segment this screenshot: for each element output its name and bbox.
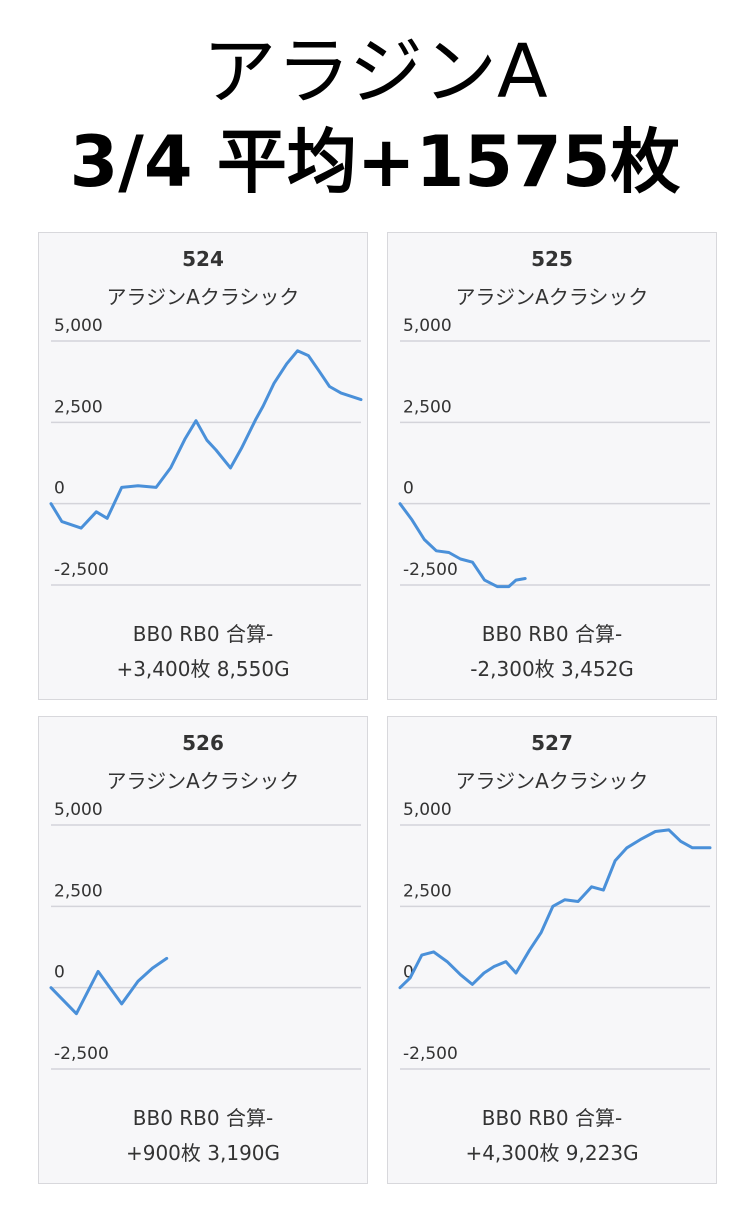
summary-result: +3,400枚 8,550G: [116, 657, 290, 681]
y-tick-label: 2,500: [54, 881, 103, 901]
page-header: アラジンA 3/4 平均+1575枚: [0, 28, 750, 208]
y-tick-label: 0: [403, 479, 414, 499]
machine-model: アラジンAクラシック: [106, 285, 300, 309]
machine-card-524: 524 アラジンAクラシック 5,000 2,500 0 -2,500 BB0 RB0…: [38, 232, 368, 700]
machine-number: 526: [182, 731, 224, 755]
y-tick-label: 2,500: [403, 881, 452, 901]
line-chart-524: 5,000 2,500 0 -2,500: [49, 316, 363, 586]
machine-model: アラジンAクラシック: [106, 769, 300, 793]
y-tick-label: 2,500: [403, 397, 452, 417]
page-title: アラジンA: [202, 29, 548, 115]
y-tick-label: 2,500: [54, 397, 103, 417]
summary-counts: BB0 RB0 合算-: [132, 1106, 274, 1130]
machine-summary: BB0 RB0 合算- -2,300枚 3,452G: [388, 617, 716, 687]
machine-model: アラジンAクラシック: [455, 769, 649, 793]
series-line: [398, 502, 527, 589]
machine-number: 527: [531, 731, 573, 755]
summary-result: -2,300枚 3,452G: [470, 657, 634, 681]
machine-number: 524: [182, 247, 224, 271]
y-tick-label: 0: [54, 479, 65, 499]
machine-model: アラジンAクラシック: [455, 285, 649, 309]
page-subtitle: 3/4 平均+1575枚: [69, 121, 681, 203]
y-tick-label: 5,000: [403, 316, 452, 336]
series-line: [49, 349, 363, 530]
y-tick-label: -2,500: [54, 560, 109, 580]
y-tick-label: 5,000: [403, 800, 452, 820]
series-line: [49, 956, 169, 1016]
y-tick-label: 0: [403, 963, 414, 983]
summary-result: +4,300枚 9,223G: [465, 1141, 639, 1165]
line-chart-526: 5,000 2,500 0 -2,500: [49, 800, 361, 1070]
y-tick-label: -2,500: [403, 1044, 458, 1064]
summary-counts: BB0 RB0 合算-: [481, 622, 623, 646]
y-tick-label: 5,000: [54, 800, 103, 820]
line-chart-527: 5,000 2,500 0 -2,500: [398, 800, 712, 1070]
machine-card-525: 525 アラジンAクラシック 5,000 2,500 0 -2,500 BB0 RB0…: [387, 232, 717, 700]
y-tick-label: -2,500: [54, 1044, 109, 1064]
y-tick-label: 5,000: [54, 316, 103, 336]
summary-counts: BB0 RB0 合算-: [132, 622, 274, 646]
machine-card-527: 527 アラジンAクラシック 5,000 2,500 0 -2,500 BB0 RB0…: [387, 716, 717, 1184]
machine-card-526: 526 アラジンAクラシック 5,000 2,500 0 -2,500 BB0 RB0…: [38, 716, 368, 1184]
machine-summary: BB0 RB0 合算- +3,400枚 8,550G: [39, 617, 367, 687]
summary-result: +900枚 3,190G: [125, 1141, 281, 1165]
summary-counts: BB0 RB0 合算-: [481, 1106, 623, 1130]
machine-summary: BB0 RB0 合算- +900枚 3,190G: [39, 1101, 367, 1171]
y-tick-label: -2,500: [403, 560, 458, 580]
series-line: [398, 828, 712, 990]
y-tick-label: 0: [54, 963, 65, 983]
line-chart-525: 5,000 2,500 0 -2,500: [398, 316, 710, 589]
machine-number: 525: [531, 247, 573, 271]
machine-summary: BB0 RB0 合算- +4,300枚 9,223G: [388, 1101, 716, 1171]
